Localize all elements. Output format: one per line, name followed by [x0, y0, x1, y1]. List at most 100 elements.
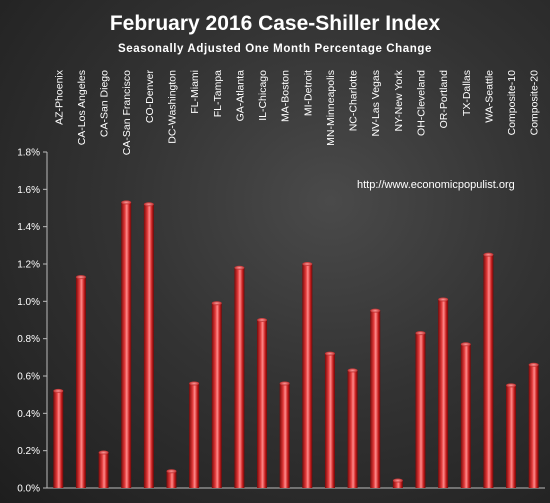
bar-body	[460, 344, 471, 488]
bar-body	[528, 364, 539, 488]
category-label: CA-San Diego	[99, 70, 111, 137]
category-label: FL-Miami	[189, 70, 201, 114]
bar-cap	[392, 478, 403, 483]
bar-body	[347, 370, 358, 488]
bar-body	[506, 385, 517, 488]
bar-cap	[279, 381, 290, 386]
bar	[53, 388, 64, 488]
bar-cap	[415, 331, 426, 336]
category-label: CA-Los Angeles	[76, 70, 88, 145]
bar-cap	[234, 265, 245, 270]
bar-cap	[189, 381, 200, 386]
y-tick-label: 0.2%	[17, 446, 40, 457]
bar-cap	[166, 469, 177, 474]
bar	[166, 469, 177, 488]
bar-body	[483, 254, 494, 488]
bar	[324, 351, 335, 488]
bar-body	[438, 299, 449, 488]
category-label: DC-Washington	[167, 70, 179, 144]
bar-cap	[302, 262, 313, 266]
bar	[415, 331, 426, 488]
y-tick-label: 1.2%	[17, 260, 40, 271]
bar-cap	[438, 297, 449, 302]
bar-cap	[53, 388, 64, 393]
bar-body	[98, 452, 109, 488]
category-label: NV-Las Vegas	[370, 70, 382, 137]
bar	[483, 252, 494, 488]
bar	[98, 450, 109, 488]
category-label: OH-Cleveland	[416, 70, 428, 136]
y-tick-label: 0.6%	[17, 372, 40, 383]
bar	[370, 308, 381, 488]
bar	[143, 202, 154, 488]
bar	[392, 478, 403, 488]
y-tick-label: 1.8%	[17, 148, 40, 159]
bar	[189, 381, 200, 488]
category-label: TX-Dallas	[461, 70, 473, 116]
bar-body	[75, 277, 86, 488]
y-tick-label: 0.4%	[17, 409, 40, 420]
bar-body	[370, 310, 381, 488]
bar	[75, 275, 86, 488]
bar-body	[121, 202, 132, 488]
bar-cap	[483, 252, 494, 257]
bar-body	[257, 320, 268, 488]
bar-cap	[460, 342, 471, 347]
bar	[302, 262, 313, 488]
category-label: CA-San Francisco	[121, 70, 133, 155]
bar-cap	[121, 200, 132, 205]
bar	[234, 265, 245, 488]
bar-cap	[257, 318, 268, 322]
bar-cap	[370, 308, 381, 313]
bar-cap	[143, 202, 154, 207]
bar	[528, 362, 539, 488]
y-tick-label: 1.4%	[17, 222, 40, 233]
category-label: GA-Atlanta	[234, 70, 246, 122]
bar-cap	[506, 383, 517, 388]
category-label: MI-Detroit	[302, 70, 314, 116]
bar-body	[279, 383, 290, 488]
bar-body	[415, 333, 426, 488]
bar-cap	[347, 368, 358, 373]
chart-subtitle: Seasonally Adjusted One Month Percentage…	[118, 43, 432, 55]
bar	[257, 318, 268, 488]
bar-cap	[75, 275, 86, 280]
bar-cap	[528, 362, 539, 367]
category-label: CO-Denver	[144, 70, 156, 124]
bar-body	[392, 480, 403, 488]
bar-cap	[324, 351, 335, 356]
x-axis-labels: AZ-Phoenix CA-Los Angeles CA-San Diego CA-S…	[53, 69, 540, 155]
y-tick-label: 1.0%	[17, 297, 40, 308]
bar	[279, 381, 290, 488]
category-label: NY-New York	[393, 69, 405, 131]
bar-cap	[98, 450, 109, 455]
category-label: WA-Seattle	[483, 70, 495, 123]
bar-body	[53, 390, 64, 488]
bar-body	[234, 267, 245, 488]
source-annotation: http://www.economicpopulist.org	[357, 179, 515, 191]
bar-body	[211, 303, 222, 488]
bar-cap	[211, 301, 222, 306]
bar	[506, 383, 517, 488]
category-label: IL-Chicago	[257, 70, 269, 121]
y-tick-label: 0.8%	[17, 334, 40, 345]
bar-body	[143, 204, 154, 488]
category-label: OR-Portland	[438, 70, 450, 129]
category-label: NC-Charlotte	[348, 70, 360, 131]
category-label: MA-Boston	[280, 70, 292, 122]
bar	[460, 342, 471, 488]
bar-body	[189, 383, 200, 488]
chart-title: February 2016 Case-Shiller Index	[110, 12, 441, 35]
bar	[347, 368, 358, 488]
category-label: AZ-Phoenix	[53, 69, 65, 125]
y-tick-label: 0.0%	[17, 484, 40, 495]
bar-body	[324, 353, 335, 488]
bar	[211, 301, 222, 488]
category-label: Composite-10	[506, 70, 518, 136]
category-label: MN-Minneapolis	[325, 70, 337, 146]
bars	[53, 200, 539, 488]
bar-body	[302, 264, 313, 488]
bar	[438, 297, 449, 488]
